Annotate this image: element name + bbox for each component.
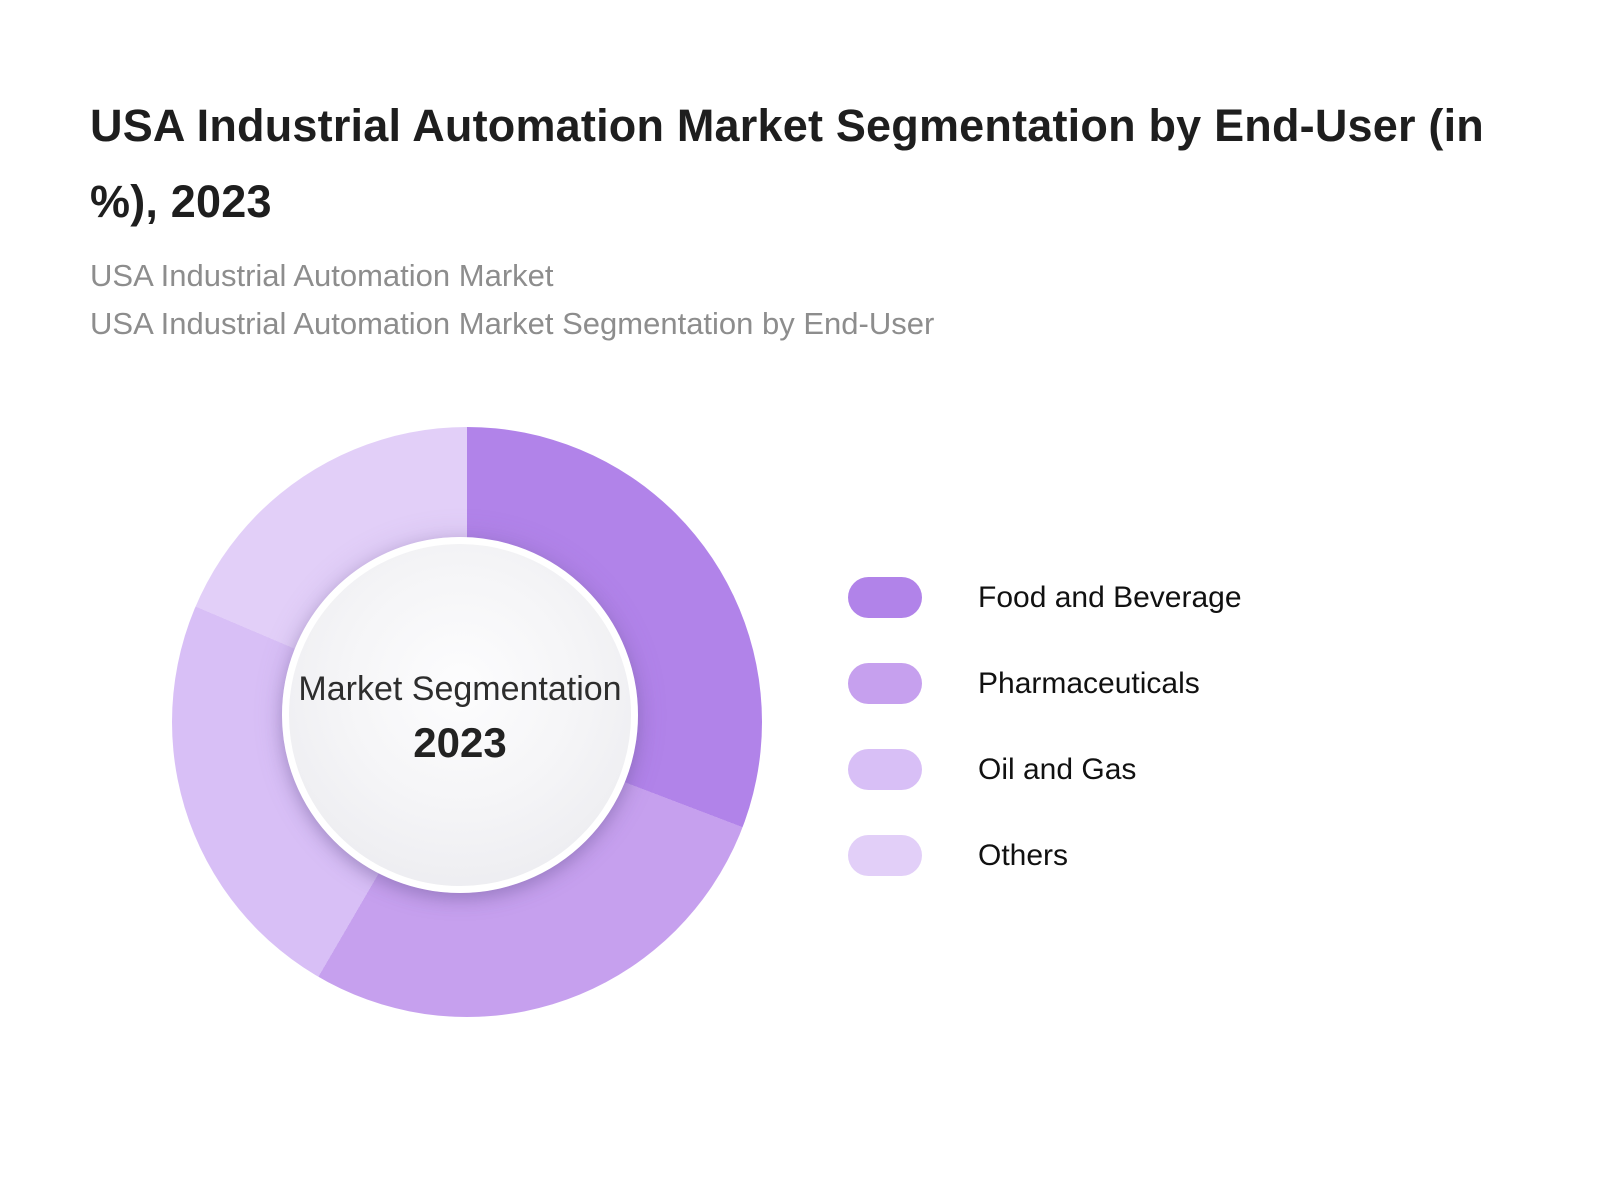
chart-title: USA Industrial Automation Market Segment… [90, 100, 1484, 227]
donut-center-label: Market Segmentation [298, 669, 622, 708]
donut-center: Market Segmentation 2023 [282, 537, 638, 893]
donut-center-year: 2023 [413, 718, 507, 766]
legend-item-pharmaceuticals: Pharmaceuticals [848, 663, 1242, 704]
legend-swatch-others-icon [848, 835, 922, 876]
legend-label-others: Others [978, 838, 1069, 872]
chart-subtitle: USA Industrial Automation Market USA Ind… [90, 252, 1390, 348]
legend-swatch-oil-and-gas-icon [848, 749, 922, 790]
legend-item-food-and-beverage: Food and Beverage [848, 577, 1242, 618]
legend-label-oil-and-gas: Oil and Gas [978, 752, 1137, 786]
legend-swatch-food-and-beverage-icon [848, 577, 922, 618]
legend-swatch-pharmaceuticals-icon [848, 663, 922, 704]
donut-chart: Market Segmentation 2023 [172, 427, 762, 1017]
legend-label-food-and-beverage: Food and Beverage [978, 580, 1242, 614]
legend-item-others: Others [848, 835, 1242, 876]
subtitle-line-1: USA Industrial Automation Market [90, 258, 554, 293]
legend-label-pharmaceuticals: Pharmaceuticals [978, 666, 1200, 700]
subtitle-line-2: USA Industrial Automation Market Segment… [90, 306, 935, 342]
legend: Food and Beverage Pharmaceuticals Oil an… [848, 577, 1242, 921]
legend-item-oil-and-gas: Oil and Gas [848, 749, 1242, 790]
